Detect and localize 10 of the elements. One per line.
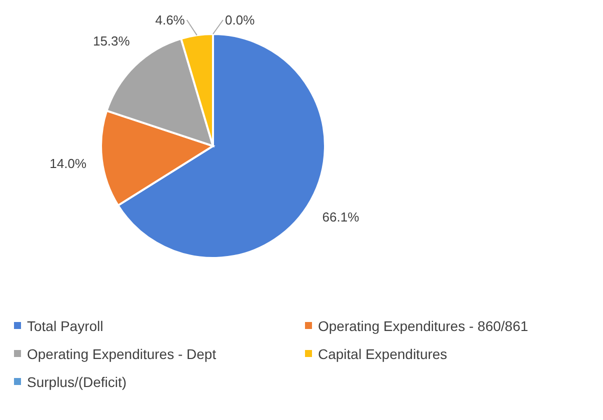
data-label: 14.0% (50, 156, 87, 171)
legend-label: Operating Expenditures - 860/861 (318, 318, 528, 334)
legend-label: Operating Expenditures - Dept (27, 346, 216, 362)
data-label: 15.3% (92, 34, 130, 49)
legend-label: Total Payroll (27, 318, 104, 334)
legend-label: Surplus/(Deficit) (27, 374, 127, 390)
text: 0.0% (225, 12, 255, 28)
legend-label: Capital Expenditures (318, 346, 448, 362)
data-label: 66.1% (322, 209, 360, 224)
data-label: 4.6% (155, 12, 186, 28)
